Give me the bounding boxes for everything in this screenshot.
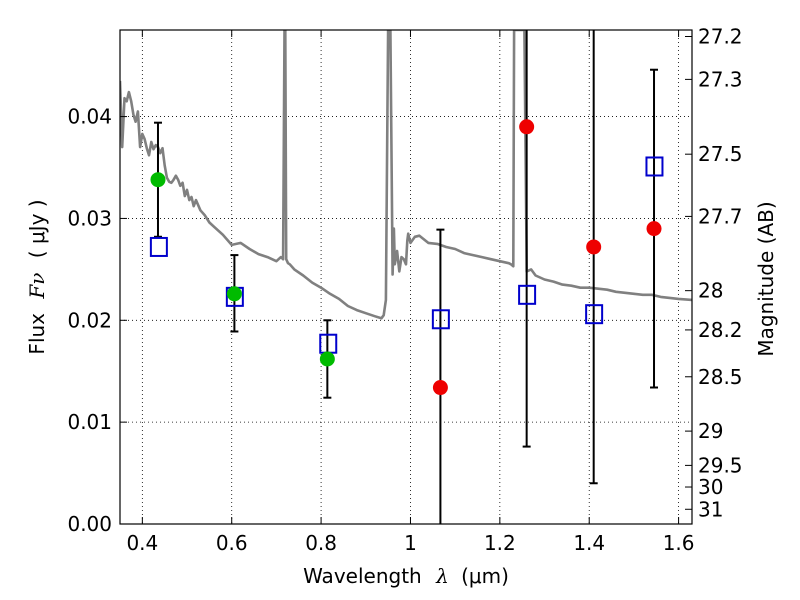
model-band-square — [585, 304, 604, 325]
magnitude-tick-label: 29.5 — [698, 453, 743, 477]
magnitude-tick-label: 30 — [698, 475, 723, 499]
x-tick-label: 0.8 — [305, 531, 337, 555]
magnitude-tick-label: 28.5 — [698, 365, 743, 389]
magnitude-tick-label: 27.5 — [698, 142, 743, 166]
magnitude-tick-label: 29 — [698, 419, 723, 443]
magnitude-axis-label: Magnitude (AB) — [754, 201, 778, 356]
plot-area — [120, 30, 692, 524]
x-tick-label: 1 — [404, 531, 417, 555]
observed-flux-point — [519, 119, 535, 135]
y-tick-label: 0.01 — [67, 410, 112, 434]
y-axis-label: Flux Fν ( μJy ) — [25, 199, 49, 354]
observed-flux-point — [226, 286, 242, 302]
observed-flux-point — [432, 380, 448, 396]
model-band-square — [149, 236, 168, 257]
x-axis-label: Wavelength λ (μm) — [303, 564, 509, 588]
magnitude-tick-label: 31 — [698, 497, 723, 521]
x-axis-label-unit: (μm) — [461, 564, 509, 588]
magnitude-tick-label: 27.7 — [698, 204, 743, 228]
y-axis-label-prefix: Flux — [25, 313, 49, 355]
x-tick-label: 1.2 — [484, 531, 516, 555]
magnitude-tick-label: 28 — [698, 279, 723, 303]
magnitude-tick-label: 27.2 — [698, 24, 743, 48]
plot-frame — [119, 29, 693, 525]
magnitude-tick-label: 27.3 — [698, 67, 743, 91]
model-band-square — [645, 156, 664, 177]
y-tick-label: 0.04 — [67, 105, 112, 129]
y-axis-label-unit: ( μJy ) — [25, 199, 49, 258]
model-band-square — [431, 309, 450, 330]
grid-lines — [120, 30, 692, 524]
observed-flux-point — [150, 172, 166, 188]
y-axis-label-symbol: Fν — [25, 273, 49, 300]
y-tick-label: 0.03 — [67, 206, 112, 230]
y-tick-label: 0.00 — [67, 512, 112, 536]
model-band-square — [518, 284, 537, 305]
axis-ticks: 0.4 0.6 0.8 1 1.2 1.4 1.6 0.00 0.01 0.02 0.03 0.04 2… — [67, 24, 742, 555]
observed-flux-point — [586, 239, 602, 255]
model-spectrum-line — [120, 30, 692, 320]
x-axis-label-prefix: Wavelength — [303, 564, 422, 588]
x-tick-label: 1.6 — [663, 531, 695, 555]
observed-flux-point — [319, 351, 335, 367]
x-tick-label: 0.6 — [216, 531, 248, 555]
observed-flux-point — [646, 221, 662, 237]
x-axis-label-symbol: λ — [435, 564, 449, 588]
x-tick-label: 1.4 — [573, 531, 605, 555]
x-tick-label: 0.4 — [126, 531, 158, 555]
y-tick-label: 0.02 — [67, 308, 112, 332]
magnitude-tick-label: 28.2 — [698, 318, 743, 342]
